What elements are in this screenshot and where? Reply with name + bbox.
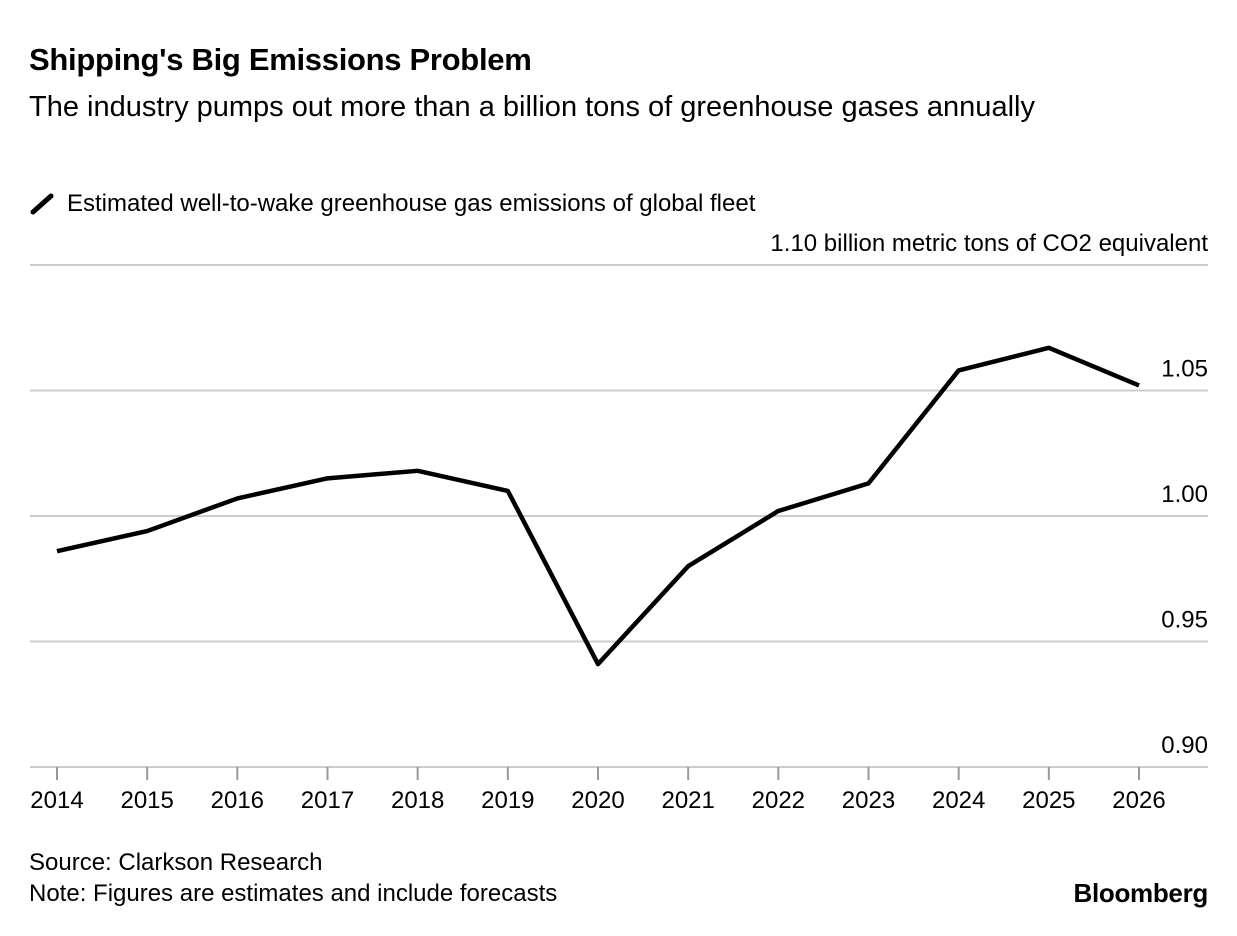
- x-tick-label: 2014: [30, 787, 83, 814]
- y-tick-label: 1.00: [1161, 481, 1208, 508]
- y-tick-label: 1.05: [1161, 356, 1208, 383]
- legend-line: [30, 193, 54, 215]
- x-tick-label: 2017: [301, 787, 354, 814]
- note: Note: Figures are estimates and include …: [29, 880, 558, 907]
- legend: Estimated well-to-wake greenhouse gas em…: [29, 190, 755, 218]
- y-tick-label: 1.10 billion metric tons of CO2 equivale…: [770, 230, 1208, 257]
- data-line: [56, 345, 1140, 667]
- brand: Bloomberg: [1073, 878, 1208, 908]
- x-tick-label: 2026: [1112, 787, 1165, 814]
- x-tick-label: 2022: [752, 787, 805, 814]
- x-tick-label: 2019: [481, 787, 534, 814]
- x-tick-label: 2015: [120, 787, 173, 814]
- y-tick-label: 0.90: [1161, 732, 1208, 759]
- x-tick-label: 2021: [661, 787, 714, 814]
- x-tick-label: 2018: [391, 787, 444, 814]
- x-tick-label: 2023: [842, 787, 895, 814]
- chart-title: Shipping's Big Emissions Problem: [29, 42, 532, 77]
- x-tick-label: 2016: [211, 787, 264, 814]
- x-tick-label: 2024: [932, 787, 985, 814]
- chart-subtitle: The industry pumps out more than a billi…: [29, 91, 1035, 123]
- source: Source: Clarkson Research: [29, 849, 323, 876]
- legend-swatch: [30, 193, 54, 215]
- y-tick-label: 0.95: [1161, 607, 1208, 634]
- x-tick-label: 2025: [1022, 787, 1075, 814]
- legend-label: Estimated well-to-wake greenhouse gas em…: [67, 190, 756, 217]
- x-tick-label: 2020: [571, 787, 624, 814]
